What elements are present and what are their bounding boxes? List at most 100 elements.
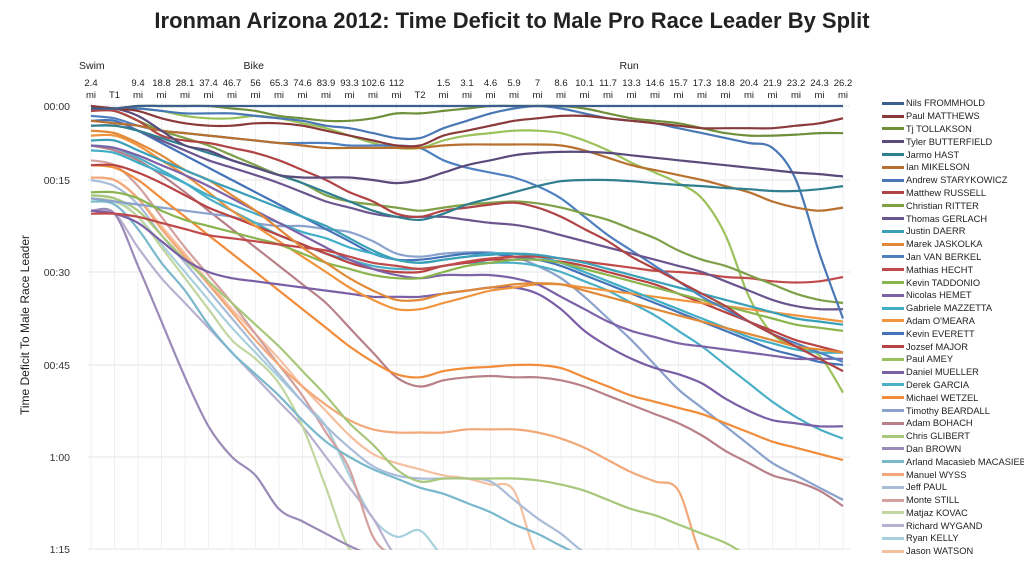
legend-swatch — [882, 549, 904, 553]
legend-item: Andrew STARYKOWICZ — [882, 174, 1024, 187]
legend-swatch — [882, 242, 904, 246]
legend-item: Christian RITTER — [882, 199, 1024, 212]
y-tick-label: 00:30 — [44, 267, 70, 279]
legend-swatch — [882, 165, 904, 169]
x-tick-label: mi — [673, 90, 683, 101]
legend-label: Mathias HECHT — [906, 264, 974, 275]
legend-item: Ian MIKELSON — [882, 161, 1024, 174]
series-line-michael-wetzel — [90, 164, 844, 462]
legend-swatch — [882, 498, 904, 502]
legend-item: Jozsef MAJOR — [882, 340, 1024, 353]
legend-swatch — [882, 255, 904, 259]
legend-label: Daniel MUELLER — [906, 367, 979, 378]
segment-label: Swim — [79, 60, 105, 72]
x-tick-label: 24.3 — [810, 78, 829, 89]
series-line-paul-amey — [91, 107, 844, 394]
x-tick-label: 46.7 — [223, 78, 242, 89]
x-tick-label: 23.2 — [787, 78, 806, 89]
x-tick-label: 21.9 — [763, 78, 782, 89]
x-tick-label: 4.6 — [484, 78, 497, 89]
x-tick-label: 65.3 — [270, 78, 289, 89]
legend-swatch — [882, 473, 904, 476]
legend-swatch — [882, 140, 904, 144]
x-tick-label: 37.4 — [199, 78, 218, 89]
series-line-kevin-everett — [90, 118, 844, 367]
legend-swatch — [882, 204, 904, 208]
legend-label: Kevin TADDONIO — [906, 277, 981, 288]
series-line-ian-mikelson — [90, 119, 844, 212]
x-tick-label: mi — [180, 90, 190, 101]
x-tick-label: mi — [297, 90, 307, 101]
series-line-justin-daerr — [90, 138, 844, 326]
legend-swatch — [882, 281, 904, 285]
y-tick-label: 00:00 — [44, 101, 70, 113]
series-line-manuel-wyss — [90, 176, 701, 550]
x-tick-label: 5.9 — [507, 78, 520, 89]
x-tick-label: mi — [391, 90, 401, 101]
x-tick-label: mi — [791, 90, 801, 101]
x-tick-label: 112 — [389, 78, 404, 89]
legend-label: Adam BOHACH — [906, 418, 973, 429]
legend-item: Adam O'MEARA — [882, 315, 1024, 328]
legend-label: Paul AMEY — [906, 354, 954, 365]
legend-label: Chris GLIBERT — [906, 431, 970, 442]
x-tick-label: 13.3 — [622, 78, 641, 89]
legend-swatch — [882, 101, 904, 105]
legend-label: Jozsef MAJOR — [906, 341, 968, 352]
series-line-matthew-russell — [90, 109, 844, 373]
legend-swatch — [882, 511, 904, 515]
legend-item: Thomas GERLACH — [882, 212, 1024, 225]
legend-swatch — [882, 383, 904, 387]
x-tick-label: mi — [274, 90, 284, 101]
legend-label: Marek JASKOLKA — [906, 239, 983, 250]
x-tick-label: 20.4 — [740, 78, 759, 89]
legend-item: Richard WYGAND — [882, 519, 1024, 532]
legend-item: Nils FROMMHOLD — [882, 97, 1024, 110]
legend: Nils FROMMHOLD Paul MATTHEWS Tj TOLLAKSON T… — [882, 97, 1024, 558]
legend-swatch — [882, 357, 904, 361]
legend-swatch — [882, 293, 904, 297]
series-line-matjaz-kovac — [90, 197, 353, 550]
x-tick-label: 26.2 — [834, 78, 853, 89]
x-tick-label: mi — [838, 90, 848, 101]
series-line-nicolas-hemet — [90, 144, 843, 361]
series-line-jozsef-major — [90, 163, 844, 354]
legend-swatch — [882, 191, 904, 195]
x-tick-label: mi — [133, 90, 143, 101]
legend-item: Tyler BUTTERFIELD — [882, 135, 1024, 148]
x-tick-label: 8.6 — [554, 78, 567, 89]
x-tick-label: mi — [767, 90, 777, 101]
y-tick-label: 00:45 — [44, 360, 70, 372]
x-tick-label: 3.1 — [460, 78, 473, 89]
legend-swatch — [882, 319, 904, 323]
series-line-arland-macasieb-macasieb — [90, 200, 572, 550]
series-line-jarmo-hast — [90, 124, 844, 222]
legend-swatch — [882, 114, 904, 118]
x-tick-label: mi — [720, 90, 730, 101]
legend-item: Jarmo HAST — [882, 148, 1024, 161]
legend-label: Manuel WYSS — [906, 469, 967, 480]
series-line-thomas-gerlach — [90, 124, 844, 311]
x-tick-label: 14.6 — [646, 78, 665, 89]
legend-label: Paul MATTHEWS — [906, 111, 980, 122]
legend-label: Jan VAN BERKEL — [906, 251, 982, 262]
legend-item: Arland Macasieb MACASIEB — [882, 455, 1024, 468]
y-tick-label: 00:15 — [44, 175, 70, 187]
x-tick-label: 10.1 — [575, 78, 594, 89]
legend-swatch — [882, 524, 904, 528]
legend-item: Chris GLIBERT — [882, 430, 1024, 443]
x-tick-label: mi — [227, 90, 237, 101]
x-tick-label: mi — [156, 90, 166, 101]
x-tick-label: mi — [509, 90, 519, 101]
x-tick-label: 9.4 — [131, 78, 144, 89]
legend-item: Paul AMEY — [882, 353, 1024, 366]
legend-label: Justin DAERR — [906, 226, 966, 237]
legend-label: Monte STILL — [906, 495, 960, 506]
series-line-paul-matthews — [90, 104, 844, 148]
legend-label: Ryan KELLY — [906, 533, 959, 544]
x-tick-label: mi — [344, 90, 354, 101]
x-tick-label: mi — [203, 90, 213, 101]
legend-swatch — [882, 536, 904, 540]
legend-label: Nils FROMMHOLD — [906, 98, 986, 109]
legend-label: Matthew RUSSELL — [906, 187, 987, 198]
